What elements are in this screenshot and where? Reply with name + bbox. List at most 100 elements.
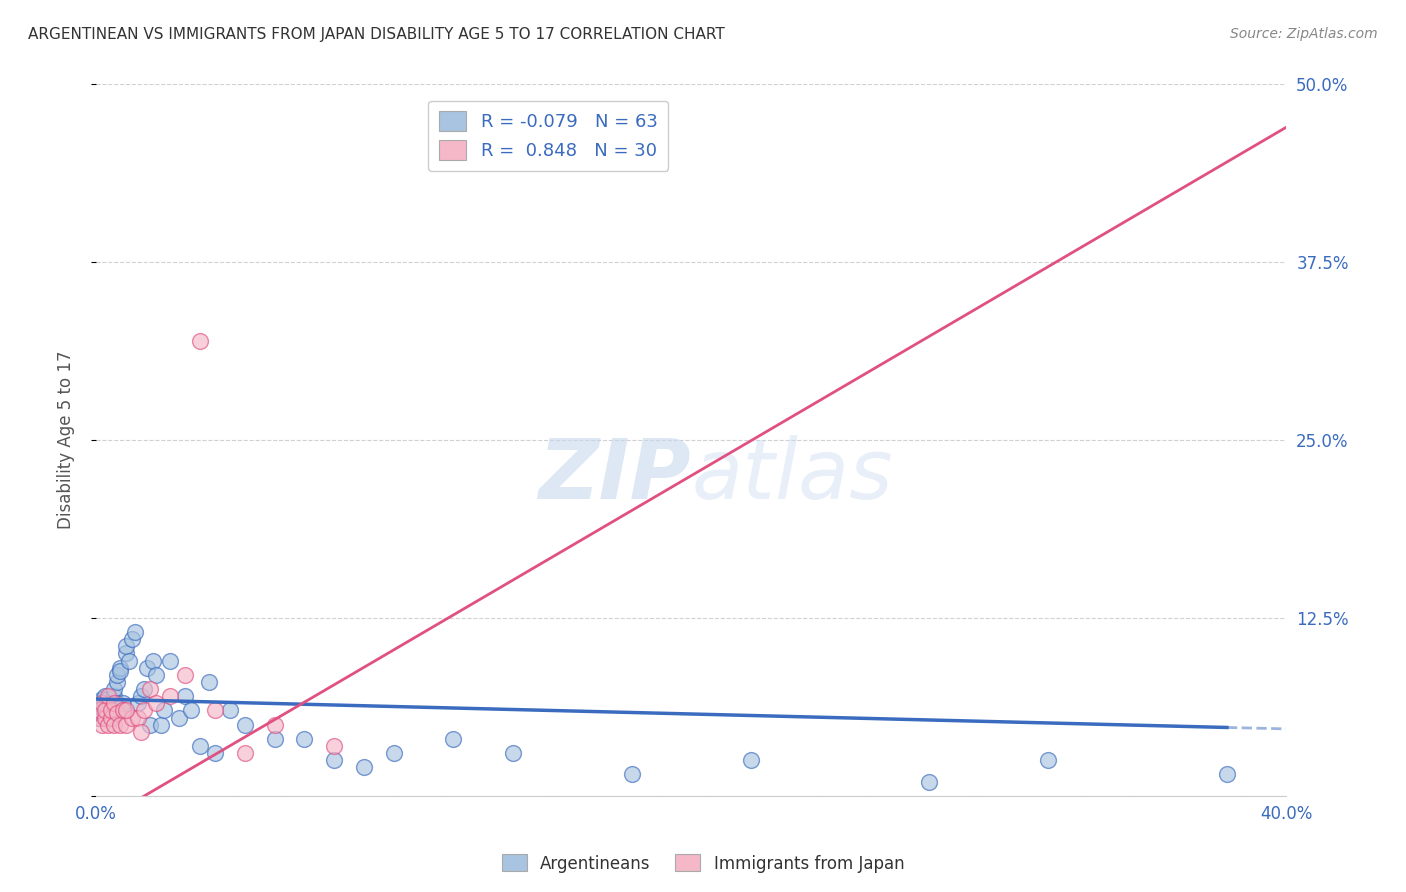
Point bbox=[204, 703, 226, 717]
Point bbox=[103, 700, 125, 714]
Point bbox=[91, 706, 114, 721]
Point bbox=[132, 703, 155, 717]
Point bbox=[97, 689, 120, 703]
Point bbox=[124, 625, 146, 640]
Y-axis label: Disability Age 5 to 17: Disability Age 5 to 17 bbox=[58, 351, 75, 529]
Point bbox=[108, 664, 131, 678]
Point bbox=[114, 647, 136, 661]
Point bbox=[118, 654, 141, 668]
Point bbox=[138, 681, 160, 696]
Point bbox=[502, 746, 524, 760]
Point bbox=[323, 739, 346, 753]
Point bbox=[323, 753, 346, 767]
Point bbox=[180, 703, 202, 717]
Point bbox=[100, 710, 122, 724]
Text: ZIP: ZIP bbox=[538, 435, 692, 516]
Point bbox=[108, 717, 131, 731]
Point bbox=[105, 668, 128, 682]
Legend: Argentineans, Immigrants from Japan: Argentineans, Immigrants from Japan bbox=[495, 847, 911, 880]
Point bbox=[94, 706, 117, 721]
Point bbox=[204, 746, 226, 760]
Point bbox=[150, 717, 173, 731]
Point bbox=[91, 703, 114, 717]
Point bbox=[382, 746, 405, 760]
Point bbox=[441, 731, 464, 746]
Point bbox=[188, 334, 211, 348]
Point bbox=[87, 696, 110, 710]
Point bbox=[918, 774, 941, 789]
Point bbox=[159, 689, 181, 703]
Point bbox=[94, 703, 117, 717]
Point bbox=[138, 717, 160, 731]
Point bbox=[94, 710, 117, 724]
Point bbox=[105, 675, 128, 690]
Point bbox=[103, 696, 125, 710]
Point bbox=[132, 681, 155, 696]
Point bbox=[94, 710, 117, 724]
Point bbox=[91, 700, 114, 714]
Point bbox=[91, 717, 114, 731]
Point bbox=[108, 661, 131, 675]
Point bbox=[188, 739, 211, 753]
Point bbox=[100, 703, 122, 717]
Point bbox=[145, 668, 167, 682]
Point bbox=[97, 703, 120, 717]
Point bbox=[233, 746, 256, 760]
Point bbox=[153, 703, 176, 717]
Point bbox=[105, 696, 128, 710]
Point bbox=[219, 703, 242, 717]
Point bbox=[620, 767, 643, 781]
Point bbox=[263, 717, 285, 731]
Point bbox=[97, 692, 120, 706]
Point bbox=[198, 675, 221, 690]
Point bbox=[174, 689, 197, 703]
Point bbox=[87, 703, 110, 717]
Point bbox=[105, 706, 128, 721]
Point bbox=[1038, 753, 1060, 767]
Text: Source: ZipAtlas.com: Source: ZipAtlas.com bbox=[1230, 27, 1378, 41]
Point bbox=[740, 753, 762, 767]
Point bbox=[159, 654, 181, 668]
Point bbox=[263, 731, 285, 746]
Text: atlas: atlas bbox=[692, 435, 893, 516]
Point bbox=[111, 703, 134, 717]
Point bbox=[97, 717, 120, 731]
Point bbox=[91, 692, 114, 706]
Point bbox=[97, 700, 120, 714]
Point bbox=[129, 689, 152, 703]
Point bbox=[103, 681, 125, 696]
Point bbox=[135, 661, 157, 675]
Point bbox=[114, 703, 136, 717]
Point bbox=[142, 654, 165, 668]
Point bbox=[121, 710, 143, 724]
Text: ARGENTINEAN VS IMMIGRANTS FROM JAPAN DISABILITY AGE 5 TO 17 CORRELATION CHART: ARGENTINEAN VS IMMIGRANTS FROM JAPAN DIS… bbox=[28, 27, 725, 42]
Point bbox=[94, 689, 117, 703]
Point bbox=[114, 717, 136, 731]
Point bbox=[353, 760, 375, 774]
Point bbox=[103, 689, 125, 703]
Point bbox=[87, 710, 110, 724]
Point bbox=[1216, 767, 1239, 781]
Point bbox=[103, 717, 125, 731]
Point bbox=[100, 696, 122, 710]
Point bbox=[145, 696, 167, 710]
Point bbox=[121, 632, 143, 647]
Point bbox=[91, 696, 114, 710]
Point bbox=[111, 696, 134, 710]
Point bbox=[94, 696, 117, 710]
Point bbox=[129, 724, 152, 739]
Point bbox=[174, 668, 197, 682]
Point bbox=[100, 703, 122, 717]
Point bbox=[233, 717, 256, 731]
Point bbox=[111, 703, 134, 717]
Point bbox=[97, 696, 120, 710]
Point bbox=[100, 710, 122, 724]
Point bbox=[87, 710, 110, 724]
Point bbox=[87, 703, 110, 717]
Point bbox=[127, 710, 149, 724]
Point bbox=[292, 731, 315, 746]
Point bbox=[169, 710, 191, 724]
Point bbox=[127, 696, 149, 710]
Point bbox=[114, 640, 136, 654]
Legend: R = -0.079   N = 63, R =  0.848   N = 30: R = -0.079 N = 63, R = 0.848 N = 30 bbox=[429, 101, 668, 171]
